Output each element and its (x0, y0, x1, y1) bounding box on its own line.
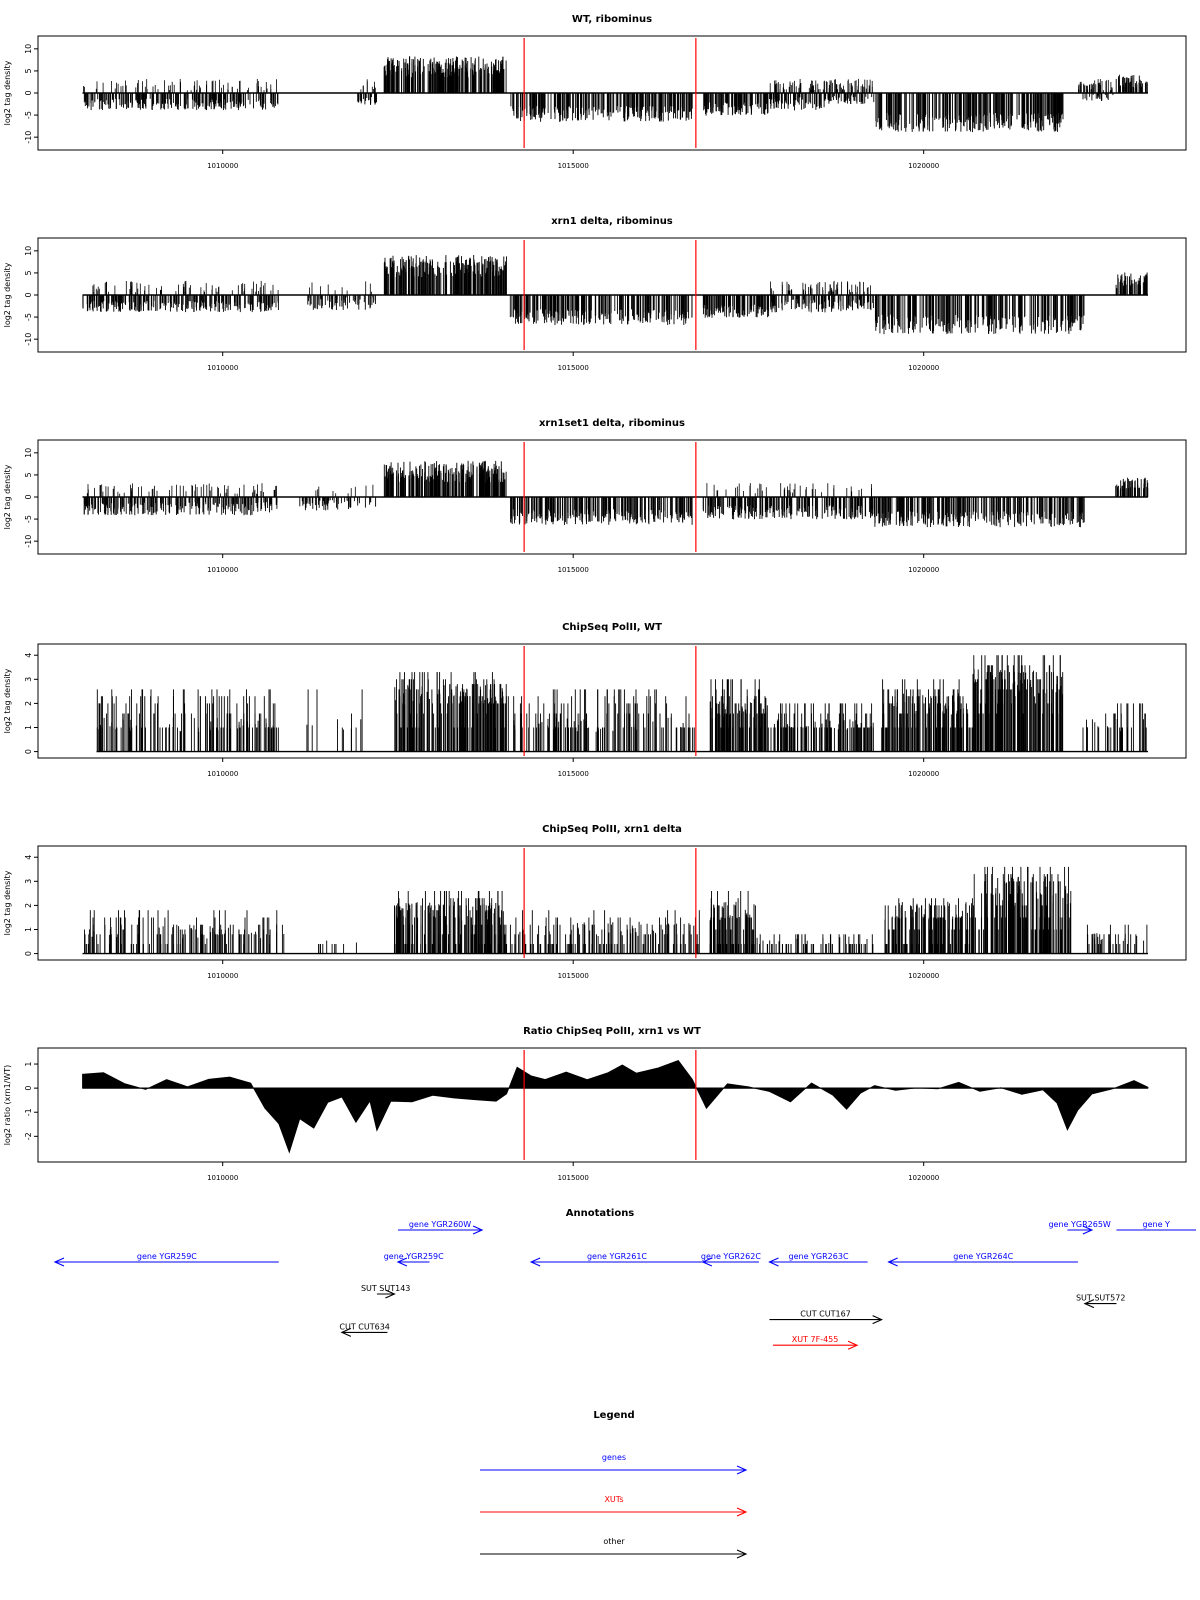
x-tick-label: 1010000 (207, 364, 238, 372)
y-tick-label: -5 (24, 515, 33, 523)
x-tick-label: 1015000 (558, 770, 589, 778)
y-axis-label: log2 tag density (3, 262, 12, 327)
y-tick-label: 5 (24, 68, 33, 73)
y-tick-label: 0 (24, 292, 33, 297)
x-tick-label: 1020000 (908, 566, 939, 574)
y-tick-label: -10 (24, 333, 33, 346)
data-marks (82, 56, 1148, 133)
y-axis-label: log2 tag density (3, 668, 12, 733)
y-tick-label: 10 (24, 246, 33, 256)
data-marks (82, 460, 1149, 528)
y-tick-label: -10 (24, 131, 33, 144)
x-tick-label: 1010000 (207, 162, 238, 170)
plot-frame (37, 643, 1187, 759)
y-tick-label: -5 (24, 111, 33, 119)
y-tick-label: 0 (24, 90, 33, 95)
y-axis-label: log2 tag density (3, 464, 12, 529)
x-tick-label: 1015000 (558, 162, 589, 170)
y-tick-label: -5 (24, 313, 33, 321)
chart-title: xrn1set1 delta, ribominus (539, 418, 685, 429)
data-marks (82, 255, 1148, 335)
x-tick-label: 1010000 (207, 566, 238, 574)
chart-title: ChipSeq PolII, WT (562, 622, 662, 633)
chart-panel-2: xrn1set1 delta, ribominus log2 tag densit… (3, 418, 1187, 574)
x-tick-label: 1020000 (908, 770, 939, 778)
y-tick-label: 10 (24, 448, 33, 458)
y-tick-label: -10 (24, 535, 33, 548)
y-tick-label: 2 (24, 701, 33, 706)
y-tick-label: 5 (24, 270, 33, 275)
y-tick-label: 10 (24, 44, 33, 54)
x-tick-label: 1020000 (908, 364, 939, 372)
chart-panel-3: ChipSeq PolII, WT log2 tag density 0 1 2 3 4 10… (3, 622, 1187, 778)
y-tick-label: 5 (24, 472, 33, 477)
x-tick-label: 1010000 (207, 770, 238, 778)
y-tick-label: 0 (24, 494, 33, 499)
y-tick-label: 3 (24, 677, 33, 682)
y-tick-label: 1 (24, 725, 33, 730)
x-tick-label: 1015000 (558, 566, 589, 574)
x-tick-label: 1015000 (558, 364, 589, 372)
x-tick-label: 1020000 (908, 162, 939, 170)
chart-title: xrn1 delta, ribominus (551, 216, 673, 227)
y-tick-label: 4 (24, 653, 33, 658)
y-axis-label: log2 tag density (3, 60, 12, 125)
chart-panel-1: xrn1 delta, ribominus log2 tag density -10… (3, 216, 1187, 372)
data-marks (96, 655, 1148, 753)
y-tick-label: 0 (24, 749, 33, 754)
chart-title: WT, ribominus (572, 14, 652, 25)
